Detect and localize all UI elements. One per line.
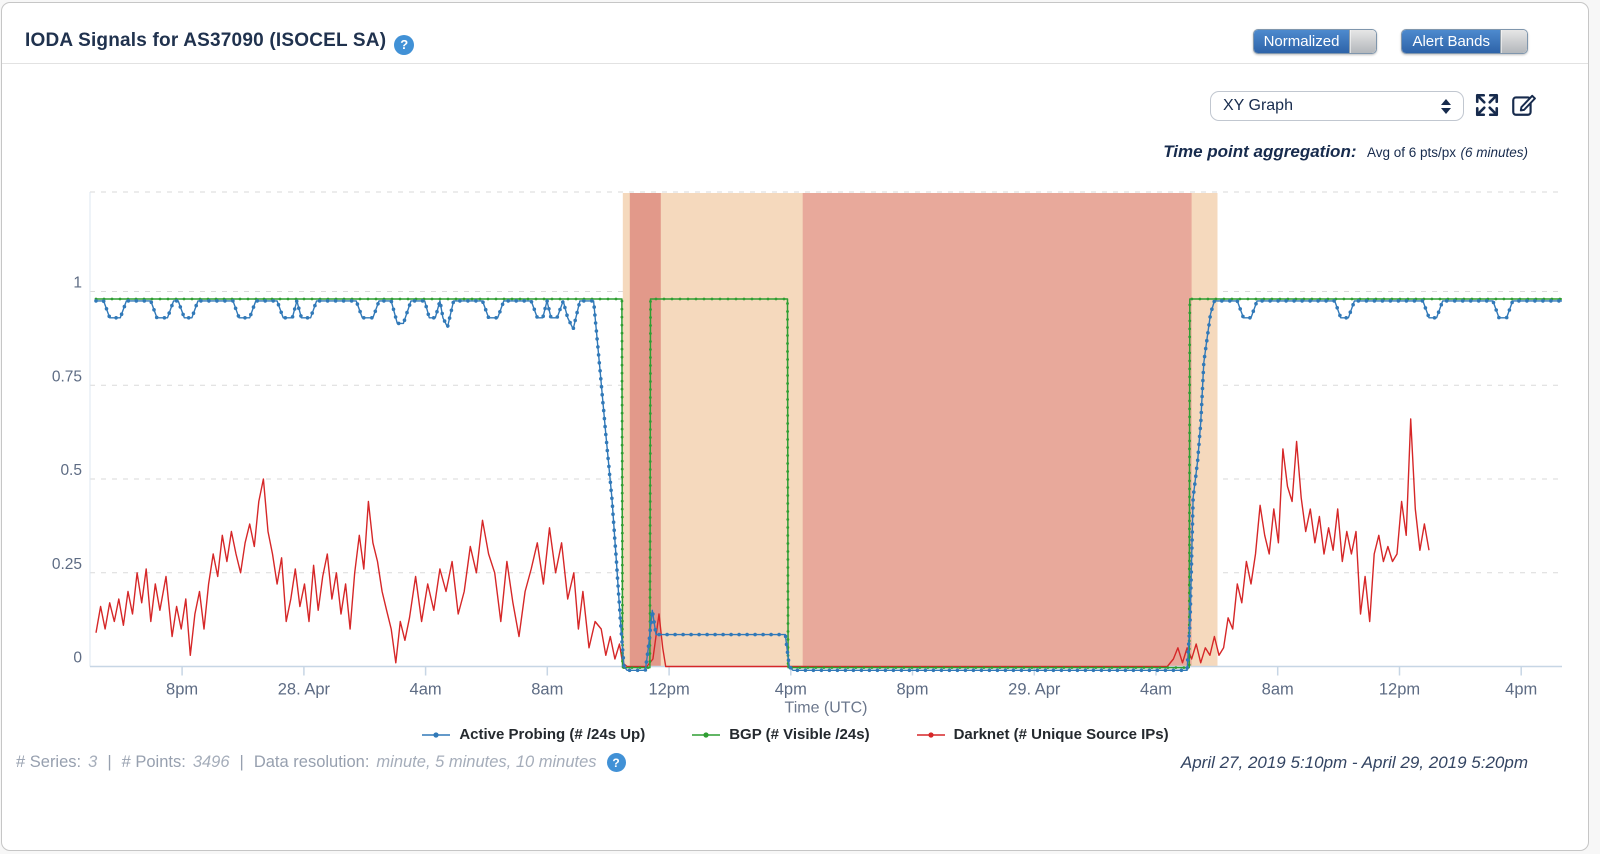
aggregation-value: Avg of 6 pts/px [1366, 145, 1457, 160]
page-title: IODA Signals for AS37090 (ISOCEL SA)? [25, 30, 415, 55]
x-tick-label: 12pm [1379, 681, 1420, 699]
legend-label: Darknet (# Unique Source IPs) [953, 726, 1169, 743]
x-tick-label: 29. Apr [1008, 681, 1061, 699]
resolution-label: Data resolution: [253, 753, 370, 771]
legend-marker-red-icon [916, 731, 945, 738]
legend-label: Active Probing (# /24s Up) [459, 726, 646, 743]
edit-chart-icon[interactable] [1510, 92, 1536, 118]
legend-marker-blue-icon [422, 731, 451, 738]
signals-chart[interactable]: 8pm 28. Apr 4am 8am 12pm 4pm 8pm 29. Apr 4am 8am 1… [2, 153, 1600, 723]
alert-bands [622, 193, 1218, 667]
header-divider [2, 63, 1588, 64]
points-count-value: 3496 [192, 753, 230, 771]
legend-item-bgp[interactable]: BGP (# Visible /24s) [691, 726, 870, 743]
x-tick-label: 4pm [1505, 681, 1537, 699]
x-tick-label: 12pm [648, 681, 689, 699]
fullscreen-icon[interactable] [1474, 92, 1500, 118]
x-axis-title: Time (UTC) [785, 700, 868, 717]
resolution-value: minute, 5 minutes, 10 minutes [376, 753, 597, 771]
alert-bands-toggle[interactable]: Alert Bands [1401, 29, 1528, 54]
x-tick-label: 4pm [775, 681, 807, 699]
series-count-value: 3 [88, 753, 98, 771]
x-tick-label: 28. Apr [278, 681, 331, 699]
chart-legend: Active Probing (# /24s Up) BGP (# Visibl… [2, 726, 1588, 743]
aggregation-info: Time point aggregation: Avg of 6 pts/px … [1163, 142, 1528, 162]
series-count-label: # Series: [16, 753, 82, 771]
x-tick-label: 4am [1140, 681, 1172, 699]
title-help-icon[interactable]: ? [394, 34, 415, 55]
select-spinner-icon [1441, 98, 1451, 114]
alert-bands-toggle-label: Alert Bands [1402, 30, 1500, 53]
y-tick-label: 0.75 [52, 368, 82, 385]
legend-item-darknet[interactable]: Darknet (# Unique Source IPs) [916, 726, 1169, 743]
series-markers-1 [94, 297, 1562, 669]
toggle-knob-icon [1500, 30, 1527, 53]
graph-type-select[interactable]: XY Graph [1210, 91, 1464, 121]
legend-label: BGP (# Visible /24s) [729, 726, 870, 743]
metadata-help-icon[interactable]: ? [606, 753, 626, 772]
aggregation-label: Time point aggregation: [1163, 142, 1357, 161]
x-tick-label: 8pm [166, 681, 198, 699]
y-tick-label: 0.5 [60, 462, 82, 479]
date-range: April 27, 2019 5:10pm - April 29, 2019 5… [1180, 753, 1528, 772]
series-markers-0 [94, 299, 1561, 673]
page-title-text: IODA Signals for AS37090 (ISOCEL SA) [25, 30, 387, 51]
x-tick-label: 4am [410, 681, 442, 699]
legend-item-active-probing[interactable]: Active Probing (# /24s Up) [421, 726, 645, 743]
y-tick-label: 1 [73, 275, 82, 292]
aggregation-detail: (6 minutes) [1460, 145, 1528, 160]
normalized-toggle[interactable]: Normalized [1252, 29, 1378, 54]
x-tick-label: 8am [1262, 681, 1294, 699]
graph-type-selected-value: XY Graph [1223, 97, 1293, 114]
y-tick-label: 0.25 [52, 556, 82, 573]
toggle-knob-icon [1349, 30, 1377, 53]
chart-metadata: # Series: 3 | # Points: 3496 | Data reso… [16, 753, 626, 772]
y-tick-label: 0 [73, 650, 82, 667]
x-tick-label: 8pm [896, 681, 928, 699]
x-tick-label: 8am [531, 681, 563, 699]
header-toggles: Normalized Alert Bands [1252, 29, 1528, 54]
normalized-toggle-label: Normalized [1253, 30, 1350, 53]
points-count-label: # Points: [121, 753, 186, 771]
legend-marker-green-icon [692, 731, 721, 738]
series-line-2 [95, 418, 1430, 668]
